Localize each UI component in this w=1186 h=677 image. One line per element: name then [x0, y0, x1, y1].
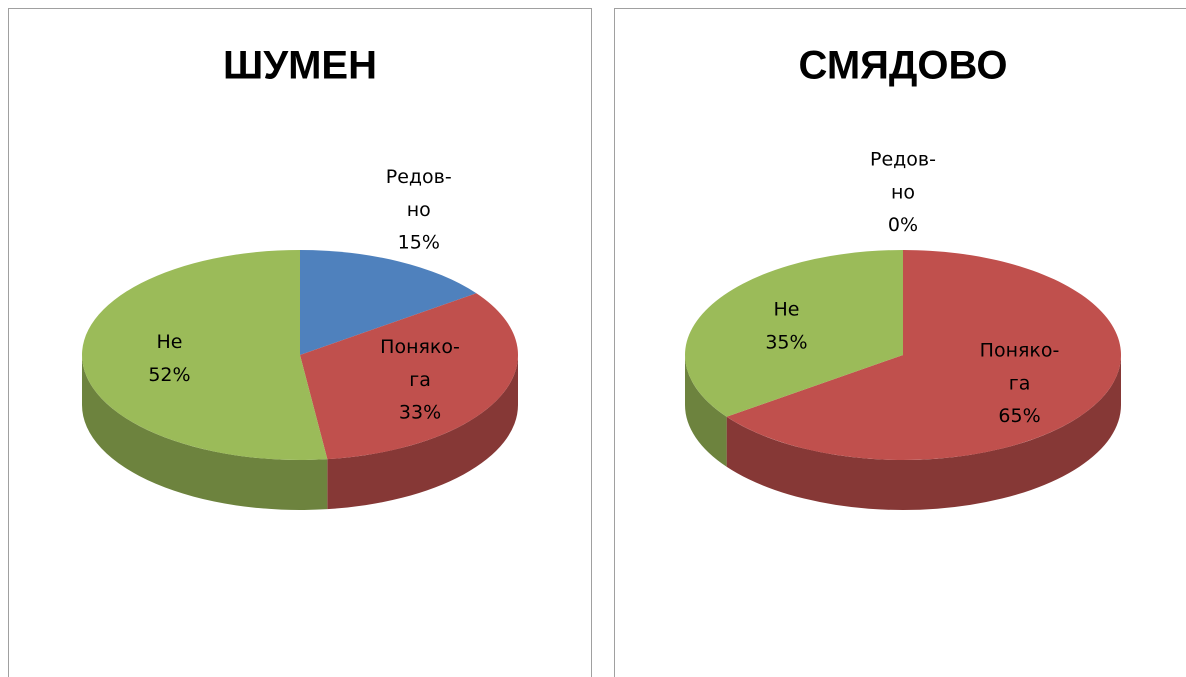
- slice-side: [327, 355, 518, 510]
- slice: [726, 250, 1121, 460]
- slice-label: Редов-но: [386, 165, 452, 220]
- chart-title: СМЯДОВО: [798, 44, 1007, 88]
- slice-value: 35%: [765, 331, 807, 353]
- slice: [300, 250, 477, 355]
- slice-side: [82, 355, 328, 511]
- slice-value: 52%: [148, 364, 190, 386]
- slice: [300, 293, 518, 460]
- slice-value: 65%: [998, 405, 1040, 427]
- slice-side: [726, 355, 1121, 510]
- slice-label: Не: [773, 298, 799, 320]
- slice-value: 33%: [399, 402, 441, 424]
- slice: [685, 250, 903, 417]
- slice-label: Не: [156, 331, 182, 353]
- slice: [82, 250, 328, 460]
- slice-value: 0%: [888, 214, 918, 236]
- slice-label: Поняко-га: [980, 339, 1060, 394]
- slice-label: Поняко-га: [380, 336, 460, 391]
- slice-value: 15%: [398, 231, 440, 253]
- slice-side: [685, 355, 727, 467]
- slice-label: Редов-но: [870, 148, 936, 203]
- chart-title: ШУМЕН: [223, 44, 377, 88]
